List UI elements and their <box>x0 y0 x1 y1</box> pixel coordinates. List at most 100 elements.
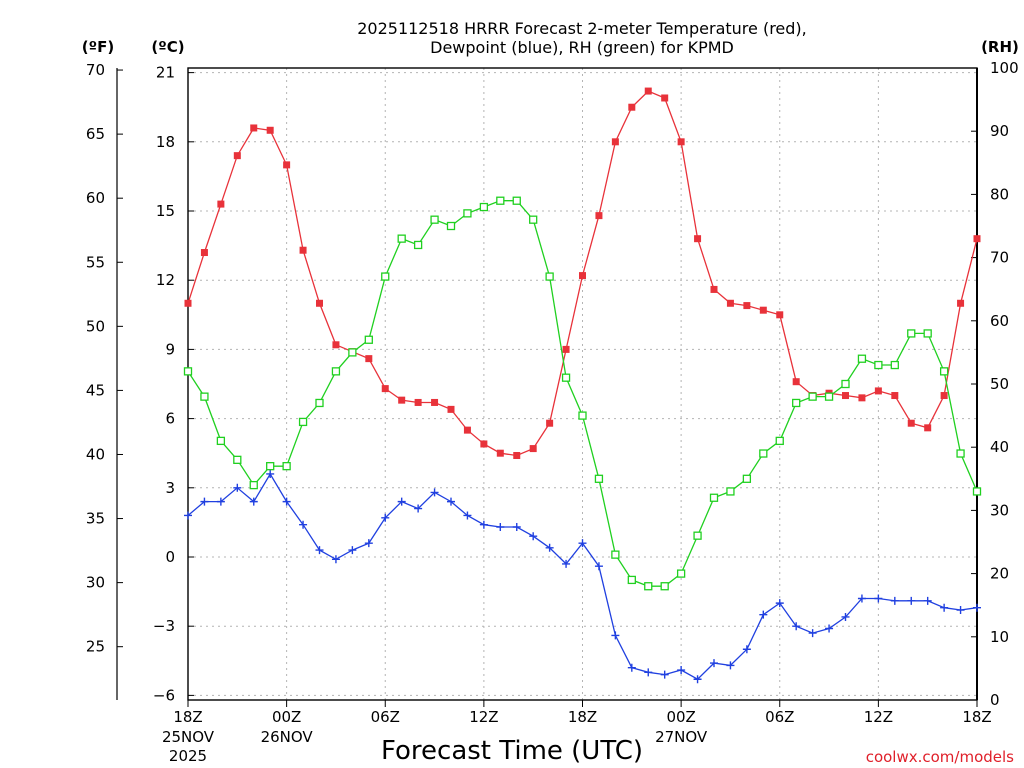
chart-title-line2: Dewpoint (blue), RH (green) for KPMD <box>430 38 734 57</box>
rh-point <box>266 462 275 471</box>
rh-point <box>512 196 521 205</box>
rh-point <box>446 221 456 231</box>
temperature-point <box>250 124 258 132</box>
dewpoint-point <box>562 559 571 568</box>
fahrenheit-tick-label: 45 <box>86 381 105 399</box>
temperature-point <box>595 212 603 220</box>
rh-point <box>890 360 899 370</box>
time-tick-label: 18Z <box>568 708 597 726</box>
dewpoint-point <box>430 488 439 497</box>
rh-point <box>216 436 226 446</box>
dewpoint-point <box>726 661 735 670</box>
dewpoint-point <box>447 497 455 506</box>
temperature-point <box>546 419 554 427</box>
dewpoint-point <box>331 555 340 564</box>
rh-tick-label: 80 <box>990 185 1009 203</box>
dewpoint-point <box>594 562 603 571</box>
rh-point <box>298 417 308 427</box>
celsius-tick-label: 18 <box>156 133 175 151</box>
dewpoint-point <box>857 594 866 603</box>
rh-point <box>611 550 620 559</box>
temperature-point <box>858 394 866 402</box>
temperature-point <box>957 299 965 307</box>
dewpoint-point <box>364 539 373 548</box>
rh-point <box>364 335 373 344</box>
temperature-point <box>365 355 373 363</box>
rh-point <box>430 215 439 224</box>
temperature-point <box>628 103 636 111</box>
celsius-tick-label: −3 <box>153 617 175 635</box>
time-tick-label: 00Z <box>272 708 301 726</box>
dewpoint-point <box>315 546 324 555</box>
rh-point <box>381 272 390 281</box>
temperature-point <box>677 138 685 146</box>
temperature-point <box>463 426 471 434</box>
celsius-tick-label: −6 <box>153 686 175 704</box>
temperature-point <box>891 392 899 400</box>
time-tick-label: 18Z <box>173 708 202 726</box>
fahrenheit-tick-label: 40 <box>86 445 105 463</box>
dewpoint-point <box>397 497 406 506</box>
rh-point <box>594 474 604 483</box>
rh-tick-label: 50 <box>990 375 1009 393</box>
dewpoint-point <box>644 668 653 677</box>
temperature-point <box>759 306 767 314</box>
rh-point <box>578 411 587 420</box>
temperature-point <box>973 235 981 243</box>
rh-point <box>627 575 636 585</box>
fahrenheit-tick-label: 30 <box>86 574 105 592</box>
temperature-point <box>431 398 439 406</box>
temperature-point <box>726 299 734 307</box>
temperature-point <box>299 246 307 254</box>
series-layer <box>183 87 982 684</box>
dewpoint-point <box>841 612 850 621</box>
celsius-tick-label: 21 <box>156 64 175 82</box>
dewpoint-point <box>414 504 423 513</box>
dewpoint-point <box>627 663 636 672</box>
temperature-point <box>694 235 702 243</box>
temperature-point <box>924 424 932 432</box>
rh-point <box>726 487 735 496</box>
dewpoint-point <box>759 610 768 619</box>
rh-point <box>907 329 916 338</box>
rh-tick-label: 20 <box>990 565 1009 583</box>
time-tick-label: 25NOV <box>162 728 215 746</box>
dewpoint-point <box>529 532 538 541</box>
grid-lines <box>188 68 977 700</box>
temperature-point <box>266 126 274 134</box>
rh-tick-label: 60 <box>990 312 1009 330</box>
dewpoint-point <box>890 596 899 605</box>
rh-point <box>972 487 982 496</box>
temperature-point <box>200 249 208 257</box>
rh-point <box>874 360 883 370</box>
time-tick-label: 18Z <box>962 708 991 726</box>
rh-point <box>496 196 505 205</box>
rh-point <box>841 379 850 389</box>
rh-point <box>282 462 291 471</box>
rh-unit-label: (RH) <box>981 38 1019 56</box>
temperature-point <box>710 285 718 293</box>
rh-point <box>413 240 423 250</box>
time-tick-label: 27NOV <box>655 728 708 746</box>
rh-point <box>644 582 653 591</box>
dewpoint-point <box>710 659 718 668</box>
dewpoint-point <box>973 603 981 612</box>
temperature-point <box>414 398 422 406</box>
dewpoint-point <box>907 596 916 605</box>
rh-point <box>808 392 817 401</box>
rh-point <box>348 348 357 357</box>
fahrenheit-tick-label: 60 <box>86 189 105 207</box>
x-axis-label: Forecast Time (UTC) <box>381 736 643 766</box>
rh-point <box>249 480 258 490</box>
chart-title-line1: 2025112518 HRRR Forecast 2-meter Tempera… <box>357 19 807 38</box>
dewpoint-point <box>216 497 225 506</box>
dewpoint-point <box>825 624 834 633</box>
celsius-tick-label: 9 <box>165 340 175 358</box>
rh-point <box>792 398 801 408</box>
time-tick-label: 06Z <box>765 708 794 726</box>
rh-point <box>824 392 834 401</box>
dewpoint-point <box>611 631 620 640</box>
